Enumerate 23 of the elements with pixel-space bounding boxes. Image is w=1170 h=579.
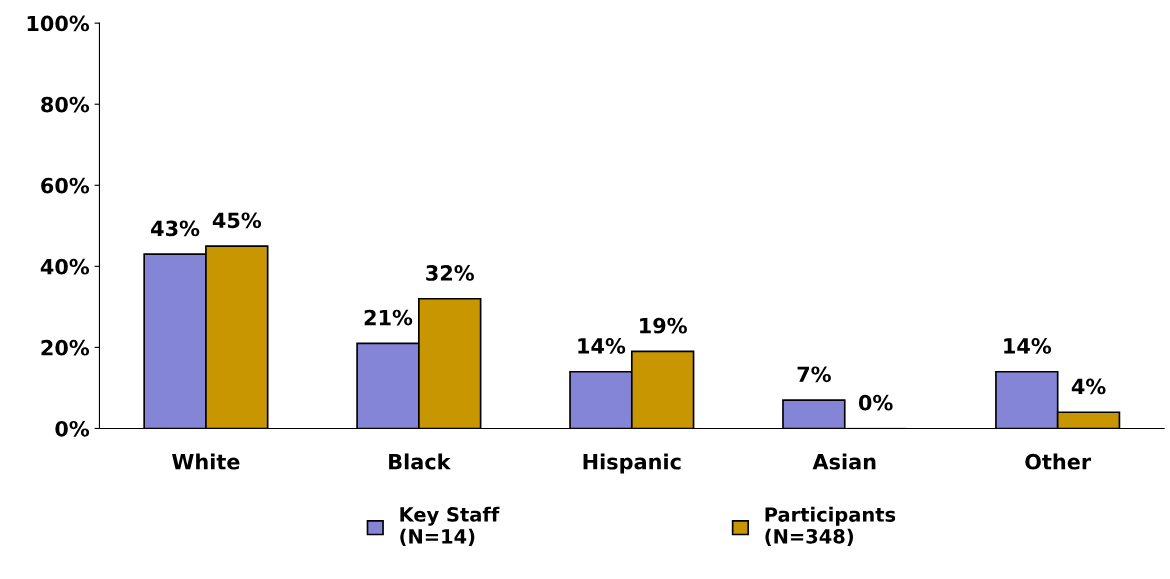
data-label: 7%: [797, 366, 831, 383]
x-tick-label: Hispanic: [583, 453, 681, 474]
y-tick-label: 20%: [41, 339, 90, 356]
data-label: 0%: [858, 394, 893, 411]
y-tick-label: 80%: [41, 96, 90, 113]
data-label: 32%: [426, 265, 475, 281]
legend-label: Key Staff (N=14): [400, 506, 500, 547]
y-tick-label: 0%: [55, 420, 90, 437]
x-tick-label: Black: [389, 453, 451, 470]
data-label: 19%: [640, 317, 687, 334]
y-tick-label: 60%: [41, 177, 90, 194]
x-tick-label: White: [172, 453, 240, 470]
legend-label: Participants (N=348): [765, 506, 896, 546]
data-label: 43%: [151, 220, 200, 237]
data-label: 14%: [578, 338, 626, 354]
data-label: 4%: [1071, 378, 1106, 395]
data-label: 14%: [1004, 338, 1052, 354]
data-label: 21%: [364, 309, 413, 326]
data-label: 45%: [212, 212, 262, 229]
y-tick-label: 100%: [27, 15, 90, 32]
x-tick-label: Other: [1025, 453, 1092, 470]
y-tick-label: 40%: [40, 258, 90, 275]
x-tick-label: Asian: [812, 453, 876, 470]
